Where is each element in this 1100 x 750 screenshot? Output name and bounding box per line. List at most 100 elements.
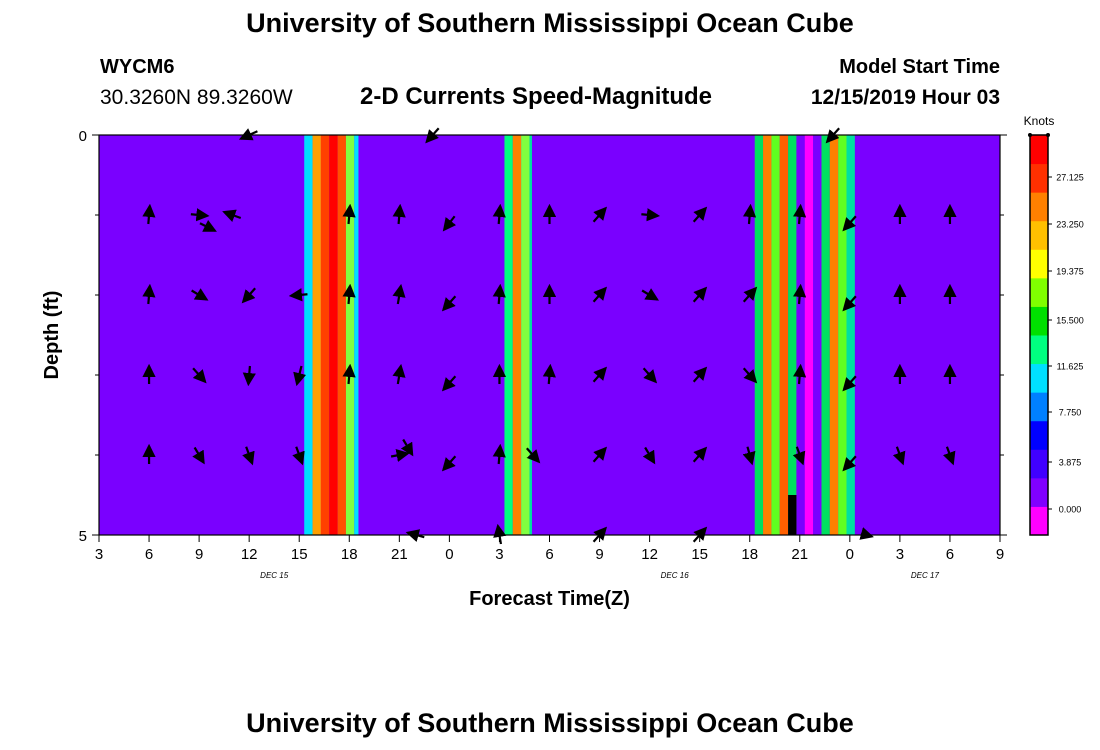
colorbar-swatch	[1030, 477, 1048, 507]
colorbar-swatch	[1030, 163, 1048, 193]
x-tick-label: 21	[391, 546, 408, 563]
x-tick-label: 18	[741, 546, 758, 563]
station-coordinates: 30.3260N 89.3260W	[100, 86, 293, 109]
current-vector	[742, 367, 758, 384]
colorbar-swatch	[1030, 392, 1048, 422]
current-vector	[392, 363, 406, 385]
colorbar-swatch	[1030, 192, 1048, 222]
date-label: DEC 16	[661, 571, 690, 580]
current-vector	[492, 283, 506, 305]
x-tick-label: 3	[896, 546, 904, 563]
current-vector	[892, 446, 906, 466]
footer-title: University of Southern Mississippi Ocean…	[246, 708, 854, 738]
current-vector	[592, 286, 608, 303]
current-vector	[592, 366, 608, 383]
x-tick-label: 15	[691, 546, 708, 563]
colorbar-swatch	[1030, 363, 1048, 393]
speed-band	[838, 135, 847, 535]
date-label: DEC 15	[260, 571, 289, 580]
current-vector	[742, 446, 756, 466]
x-tick-label: 6	[545, 546, 553, 563]
colorbar-swatch	[1030, 249, 1048, 279]
speed-band	[813, 135, 822, 535]
speed-band	[504, 135, 513, 535]
x-tick-label: 21	[791, 546, 808, 563]
speed-band	[829, 135, 839, 535]
current-vector	[292, 446, 305, 466]
speed-band	[804, 135, 814, 535]
speed-band	[345, 135, 355, 535]
speed-band	[312, 135, 321, 535]
current-vector	[525, 447, 541, 464]
x-tick-label: 9	[595, 546, 603, 563]
current-vector	[293, 365, 307, 387]
speed-band	[846, 135, 855, 535]
current-vector	[642, 446, 656, 465]
current-vector	[190, 208, 210, 222]
model-start-time: 12/15/2019 Hour 03	[810, 86, 1000, 109]
current-vector	[342, 283, 356, 305]
x-tick-label: 0	[445, 546, 453, 563]
current-vector	[142, 283, 156, 305]
speed-band	[821, 135, 830, 535]
plot-background	[99, 135, 1000, 535]
colorbar-swatch	[1030, 135, 1048, 165]
current-vector	[392, 283, 406, 305]
current-vector	[742, 203, 757, 225]
current-vector	[241, 287, 256, 304]
current-vector	[793, 283, 807, 305]
colorbar-label: 19.375	[1056, 267, 1084, 277]
current-vector	[441, 455, 457, 472]
current-vector	[592, 446, 608, 463]
colorbar-corner	[1046, 133, 1050, 137]
colorbar-label: 23.250	[1056, 220, 1084, 230]
colorbar-swatch	[1030, 335, 1048, 365]
y-tick-label: 0	[79, 128, 87, 145]
current-vector	[692, 206, 708, 223]
current-vector	[192, 367, 207, 384]
current-vector	[842, 215, 857, 232]
current-vector	[792, 446, 806, 466]
colorbar-label: 0.000	[1059, 505, 1082, 515]
page-title: University of Southern Mississippi Ocean…	[246, 8, 854, 38]
colorbar-swatch	[1030, 506, 1048, 536]
current-vector	[441, 375, 457, 392]
x-tick-label: 12	[241, 546, 258, 563]
model-start-label: Model Start Time	[839, 56, 1000, 78]
colorbar-corner	[1028, 133, 1032, 137]
x-tick-label: 3	[95, 546, 103, 563]
colorbar-swatch	[1030, 220, 1048, 250]
current-vector	[342, 203, 356, 225]
x-tick-label: 9	[996, 546, 1004, 563]
current-vector	[392, 203, 406, 225]
current-vector	[692, 286, 708, 303]
speed-band	[304, 135, 313, 535]
current-vector	[842, 455, 857, 472]
current-vector	[692, 366, 708, 383]
current-vector	[199, 219, 217, 232]
current-vector	[242, 365, 256, 387]
colorbar-label: 15.500	[1056, 316, 1084, 326]
current-vector	[592, 206, 608, 223]
masked-cell	[788, 495, 797, 535]
current-vector	[441, 295, 457, 312]
speed-band	[529, 135, 532, 535]
current-vector	[842, 375, 857, 392]
current-vector	[492, 443, 506, 465]
colorbar-label: 27.125	[1056, 173, 1084, 183]
speed-band	[788, 135, 797, 535]
current-vector	[400, 438, 414, 457]
colorbar-swatch	[1030, 420, 1048, 450]
current-vector	[642, 367, 658, 384]
current-vector	[492, 203, 506, 225]
speed-band	[763, 135, 772, 535]
speed-band	[754, 135, 764, 535]
colorbar-frame	[1029, 134, 1049, 536]
current-vector	[742, 286, 758, 303]
y-tick-label: 5	[79, 528, 87, 545]
chart-title: 2-D Currents Speed-Magnitude	[360, 83, 713, 110]
x-tick-label: 0	[846, 546, 854, 563]
x-axis-label: Forecast Time(Z)	[469, 588, 630, 610]
current-vector	[793, 363, 807, 385]
